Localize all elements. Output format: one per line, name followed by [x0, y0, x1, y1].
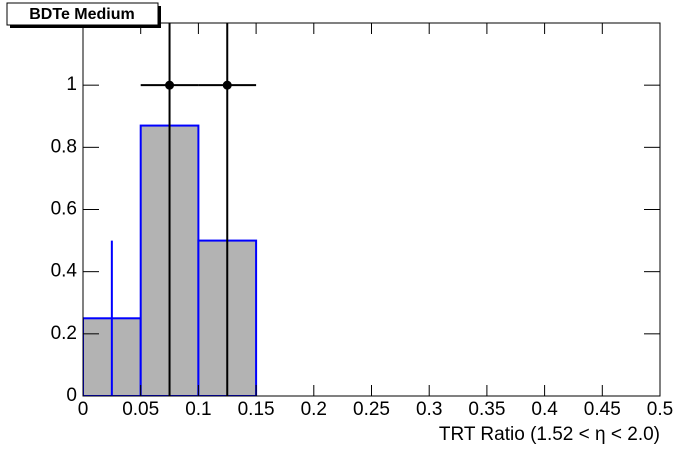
y-tick-label: 0.2 — [51, 323, 77, 344]
x-tick-label: 0.3 — [416, 399, 442, 420]
x-tick-label: 0 — [78, 399, 89, 420]
y-tick-label: 0 — [66, 385, 77, 406]
title-box — [6, 2, 159, 26]
x-tick-label: 0.5 — [647, 399, 673, 420]
chart-title: BDTe Medium — [29, 6, 134, 23]
x-tick-label: 0.2 — [301, 399, 327, 420]
y-tick-label: 1 — [66, 74, 77, 95]
data-point — [222, 80, 232, 90]
x-tick-label: 0.05 — [122, 399, 159, 420]
x-tick-label: 0.4 — [531, 399, 558, 420]
x-axis-label: TRT Ratio (1.52 < η < 2.0) — [439, 424, 660, 445]
y-tick-label: 0.8 — [51, 136, 77, 157]
x-tick-label: 0.1 — [185, 399, 211, 420]
y-tick-label: 0.6 — [51, 199, 77, 220]
x-tick-label: 0.15 — [238, 399, 275, 420]
x-tick-label: 0.45 — [584, 399, 621, 420]
x-tick-label: 0.35 — [468, 399, 505, 420]
data-point — [165, 80, 175, 90]
x-tick-label: 0.25 — [353, 399, 390, 420]
y-tick-label: 0.4 — [51, 261, 78, 282]
